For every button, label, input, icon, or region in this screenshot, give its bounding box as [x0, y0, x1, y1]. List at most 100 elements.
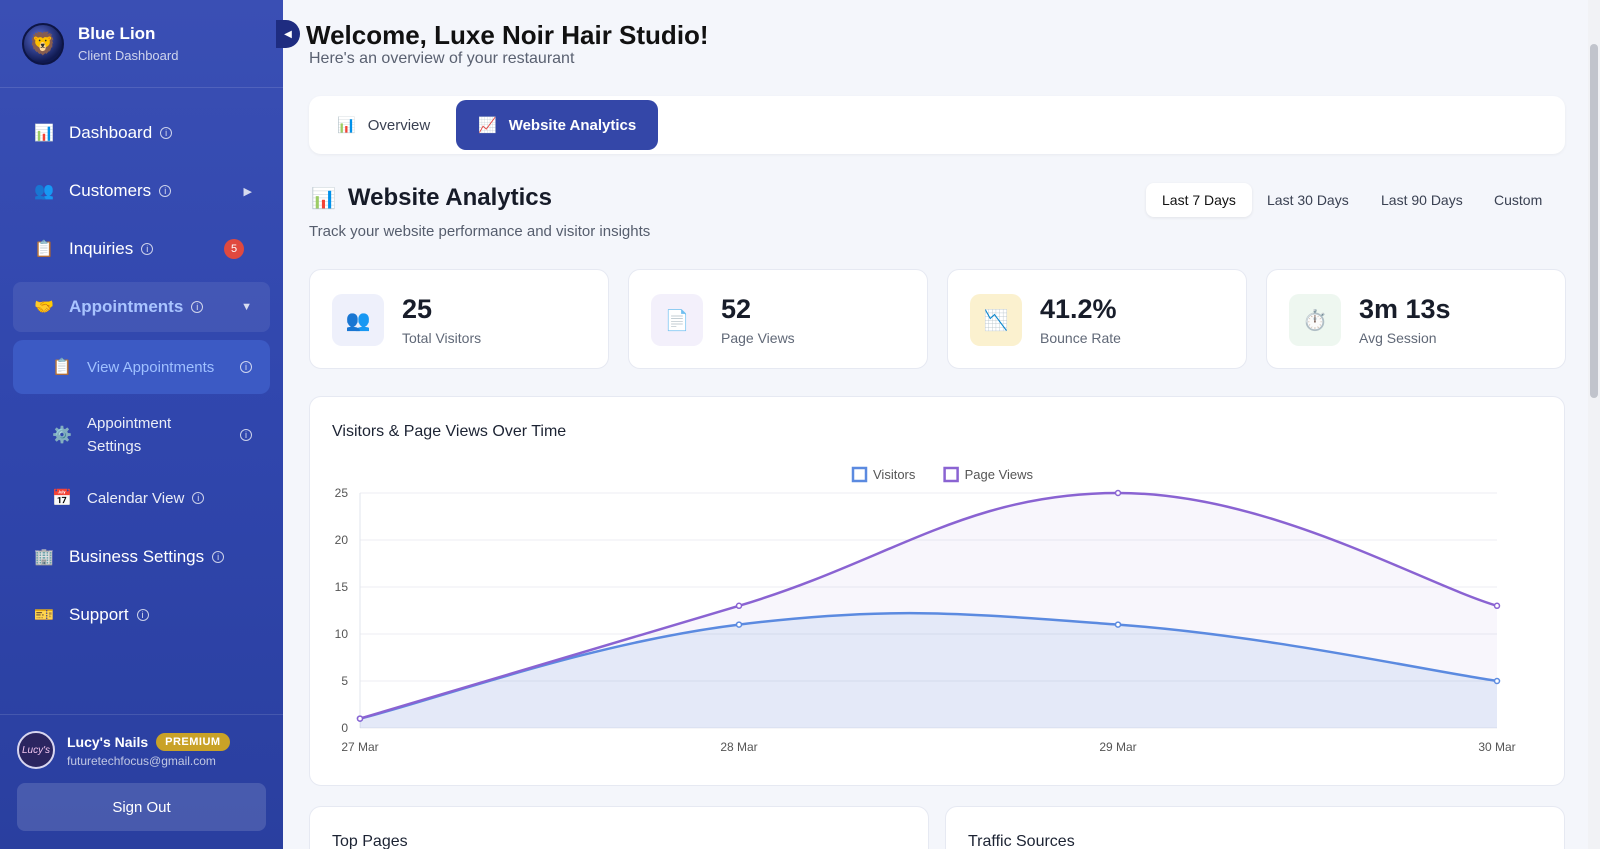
- visitors-pageviews-chart: 0 5 10 15 20 25 27 Mar 28 Mar 29 Mar 30 Mar Visito…: [335, 466, 1516, 754]
- stat-card-bounce-rate: 📉 41.2% Bounce Rate: [947, 269, 1247, 369]
- sign-out-button[interactable]: Sign Out: [17, 783, 266, 831]
- user-panel: Lucy's Lucy's Nails PREMIUM futuretechfo…: [0, 714, 283, 849]
- info-icon[interactable]: i: [136, 609, 149, 621]
- info-icon[interactable]: i: [191, 301, 204, 313]
- stat-card-visitors: 👥 25 Total Visitors: [309, 269, 609, 369]
- sidebar-item-appointments[interactable]: 🤝 Appointments i ▼: [13, 282, 270, 332]
- stat-value: 25: [402, 294, 433, 324]
- sidebar-item-label: Appointment Settings: [87, 415, 172, 455]
- sidebar-item-label: Dashboard: [69, 123, 153, 142]
- tab-website-analytics[interactable]: 📈 Website Analytics: [456, 100, 659, 150]
- info-icon[interactable]: i: [159, 185, 172, 197]
- section-title-text: Website Analytics: [347, 184, 552, 211]
- data-point: [1493, 677, 1501, 685]
- data-point: [1493, 602, 1501, 610]
- series-line-page-views: [359, 491, 1498, 720]
- info-icon[interactable]: i: [240, 361, 252, 373]
- page-subtitle: Here's an overview of your restaurant: [309, 50, 575, 67]
- legend-swatch: [851, 466, 868, 483]
- y-tick-label: 5: [341, 674, 348, 688]
- stat-label: Total Visitors: [402, 330, 482, 346]
- sidebar-item-label: Appointments: [69, 297, 184, 316]
- info-icon[interactable]: i: [160, 127, 173, 139]
- sidebar-item-label: Calendar View: [87, 489, 185, 507]
- bar-chart-icon: 📊: [337, 117, 356, 134]
- users-icon: 👥: [332, 294, 384, 346]
- main-content: Welcome, Luxe Noir Hair Studio! Here's a…: [283, 0, 1600, 849]
- avatar: Lucy's: [17, 731, 55, 769]
- y-tick-label: 25: [335, 486, 349, 500]
- x-tick-label: 29 Mar: [1099, 740, 1136, 754]
- inquiries-count-badge: 5: [224, 239, 244, 259]
- users-icon: 👥: [34, 183, 54, 200]
- building-icon: 🏢: [34, 549, 54, 566]
- chart-card: Visitors & Page Views Over Time 0 5 10 15 20…: [309, 396, 1565, 786]
- data-point: [1114, 621, 1122, 628]
- stopwatch-icon: ⏱️: [1289, 294, 1341, 346]
- sidebar-item-inquiries[interactable]: 📋 Inquiries i 5: [13, 224, 270, 274]
- sidebar-item-view-appointments[interactable]: 📋 View Appointments i: [13, 340, 270, 394]
- stat-label: Bounce Rate: [1040, 330, 1121, 346]
- stat-value: 3m 13s: [1359, 294, 1451, 324]
- top-pages-card: Top Pages: [309, 806, 929, 849]
- range-last-7-days[interactable]: Last 7 Days: [1146, 183, 1252, 217]
- document-icon: 📄: [651, 294, 703, 346]
- chevron-right-icon: ▶: [243, 185, 252, 198]
- page-title: Welcome, Luxe Noir Hair Studio!: [306, 20, 709, 50]
- stat-card-avg-session: ⏱️ 3m 13s Avg Session: [1266, 269, 1566, 369]
- y-tick-label: 15: [335, 580, 349, 594]
- stat-label: Avg Session: [1359, 330, 1437, 346]
- tab-overview[interactable]: 📊 Overview: [315, 100, 452, 150]
- section-title: 📊 Website Analytics: [311, 184, 552, 212]
- sidebar-item-calendar-view[interactable]: 📅 Calendar View i: [13, 476, 270, 520]
- scrollbar[interactable]: [1588, 0, 1600, 849]
- range-last-30-days[interactable]: Last 30 Days: [1267, 192, 1349, 208]
- line-chart-icon: 📈: [478, 117, 497, 134]
- top-pages-title: Top Pages: [332, 833, 408, 849]
- series-area-page-views: [360, 493, 1497, 728]
- stat-card-page-views: 📄 52 Page Views: [628, 269, 928, 369]
- sidebar-item-label: Inquiries: [69, 239, 134, 258]
- stat-value: 52: [721, 294, 752, 324]
- handshake-icon: 🤝: [34, 299, 54, 316]
- user-name: Lucy's Nails: [67, 733, 149, 750]
- tab-bar: 📊 Overview 📈 Website Analytics: [309, 96, 1565, 154]
- sidebar-item-business-settings[interactable]: 🏢 Business Settings i: [13, 532, 270, 582]
- info-icon[interactable]: i: [192, 492, 205, 504]
- info-icon[interactable]: i: [240, 429, 252, 441]
- tab-label: Overview: [367, 116, 431, 134]
- info-icon[interactable]: i: [141, 243, 154, 255]
- sidebar-nav: 📊 Dashboard i 👥 Customers i ▶ 📋 Inquirie…: [0, 88, 283, 640]
- range-last-90-days[interactable]: Last 90 Days: [1381, 192, 1463, 208]
- trend-down-icon: 📉: [970, 294, 1022, 346]
- chevron-down-icon: ▼: [241, 301, 252, 313]
- tab-label: Website Analytics: [508, 116, 637, 134]
- chart-title: Visitors & Page Views Over Time: [332, 423, 567, 440]
- sidebar-item-label: Customers: [69, 181, 152, 200]
- brand: 🦁 Blue Lion Client Dashboard: [0, 0, 283, 88]
- stat-value: 41.2%: [1040, 294, 1117, 324]
- range-custom[interactable]: Custom: [1494, 192, 1543, 208]
- premium-badge: PREMIUM: [156, 732, 230, 751]
- x-tick-label: 30 Mar: [1478, 740, 1515, 754]
- calendar-icon: 📅: [52, 490, 72, 507]
- sidebar-item-support[interactable]: 🎫 Support i: [13, 590, 270, 640]
- bar-chart-icon: 📊: [311, 187, 336, 210]
- gear-icon: ⚙️: [52, 427, 72, 444]
- user-email: futuretechfocus@gmail.com: [67, 753, 216, 768]
- brand-name: Blue Lion: [78, 24, 156, 43]
- stat-label: Page Views: [721, 330, 795, 346]
- info-icon[interactable]: i: [212, 551, 225, 563]
- y-tick-label: 20: [335, 533, 349, 547]
- x-tick-label: 28 Mar: [720, 740, 757, 754]
- scrollbar-thumb[interactable]: [1590, 44, 1598, 398]
- collapse-sidebar-button[interactable]: ◀: [276, 20, 300, 48]
- clipboard-icon: 📋: [34, 241, 54, 258]
- sidebar-item-appointment-settings[interactable]: ⚙️ Appointment Settings i: [13, 402, 270, 468]
- bar-chart-icon: 📊: [34, 125, 54, 142]
- sidebar-item-label: View Appointments: [87, 358, 215, 376]
- data-point: [735, 602, 743, 610]
- sidebar-item-customers[interactable]: 👥 Customers i ▶: [13, 166, 270, 216]
- lion-logo-icon: 🦁: [22, 22, 64, 65]
- sidebar-item-dashboard[interactable]: 📊 Dashboard i: [13, 108, 270, 158]
